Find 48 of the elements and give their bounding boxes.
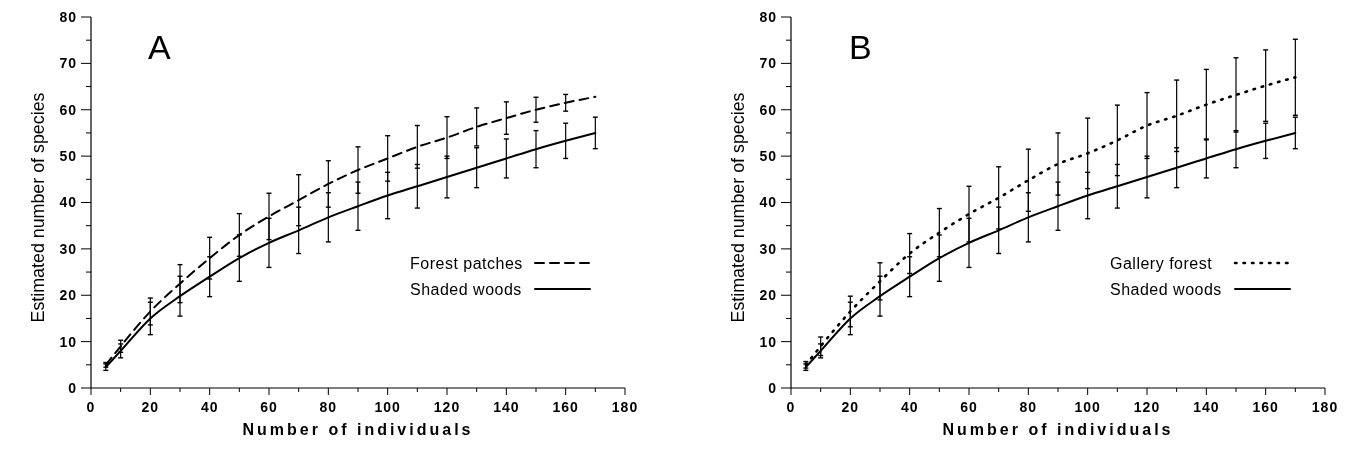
x-axis-title: Number of individuals	[242, 421, 474, 438]
y-tick-label: 0	[68, 379, 77, 396]
y-tick-label: 80	[59, 8, 77, 25]
y-tick-label: 70	[59, 55, 77, 72]
y-tick-label: 60	[759, 101, 777, 118]
x-tick-label: 60	[260, 399, 278, 415]
legend-label: Forest patches	[410, 254, 523, 272]
x-tick-label: 0	[786, 399, 796, 415]
x-tick-label: 100	[374, 399, 401, 415]
x-tick-label: 160	[552, 399, 579, 415]
y-tick-label: 40	[59, 194, 77, 211]
x-tick-label: 160	[1252, 399, 1279, 415]
x-tick-label: 20	[141, 399, 160, 415]
x-tick-label: 80	[319, 399, 338, 415]
y-axis-title: Estimated number of species	[727, 77, 748, 323]
x-tick-label: 20	[841, 399, 860, 415]
y-tick-label: 50	[59, 148, 77, 165]
x-tick-label: 180	[611, 399, 639, 415]
y-tick-label: 10	[759, 333, 777, 350]
y-tick-label: 30	[59, 240, 77, 257]
x-tick-label: 120	[1133, 399, 1161, 415]
x-tick-label: 80	[1019, 399, 1038, 415]
y-tick-label: 20	[59, 287, 77, 304]
y-tick-label: 60	[59, 101, 77, 118]
x-tick-label: 140	[1193, 399, 1220, 415]
x-tick-label: 120	[433, 399, 461, 415]
y-tick-label: 20	[759, 287, 777, 304]
x-tick-label: 100	[1074, 399, 1101, 415]
legend-label: Shaded woods	[1110, 280, 1222, 298]
y-tick-label: 10	[59, 333, 77, 350]
y-tick-label: 50	[759, 148, 777, 165]
legend-label: Gallery forest	[1110, 254, 1213, 272]
y-tick-label: 0	[768, 379, 777, 396]
x-tick-label: 140	[493, 399, 520, 415]
y-tick-label: 70	[759, 55, 777, 72]
x-tick-label: 60	[960, 399, 978, 415]
y-tick-label: 40	[759, 194, 777, 211]
y-tick-label: 30	[759, 240, 777, 257]
y-axis-title: Estimated number of species	[27, 77, 48, 323]
x-tick-label: 40	[200, 399, 219, 415]
x-tick-label: 180	[1311, 399, 1339, 415]
chart-title: B	[849, 28, 872, 66]
chart-title: A	[148, 28, 171, 66]
y-tick-label: 80	[759, 8, 777, 25]
x-axis-title: Number of individuals	[942, 421, 1174, 438]
x-tick-label: 0	[86, 399, 96, 415]
x-tick-label: 40	[900, 399, 919, 415]
legend-label: Shaded woods	[410, 280, 522, 298]
